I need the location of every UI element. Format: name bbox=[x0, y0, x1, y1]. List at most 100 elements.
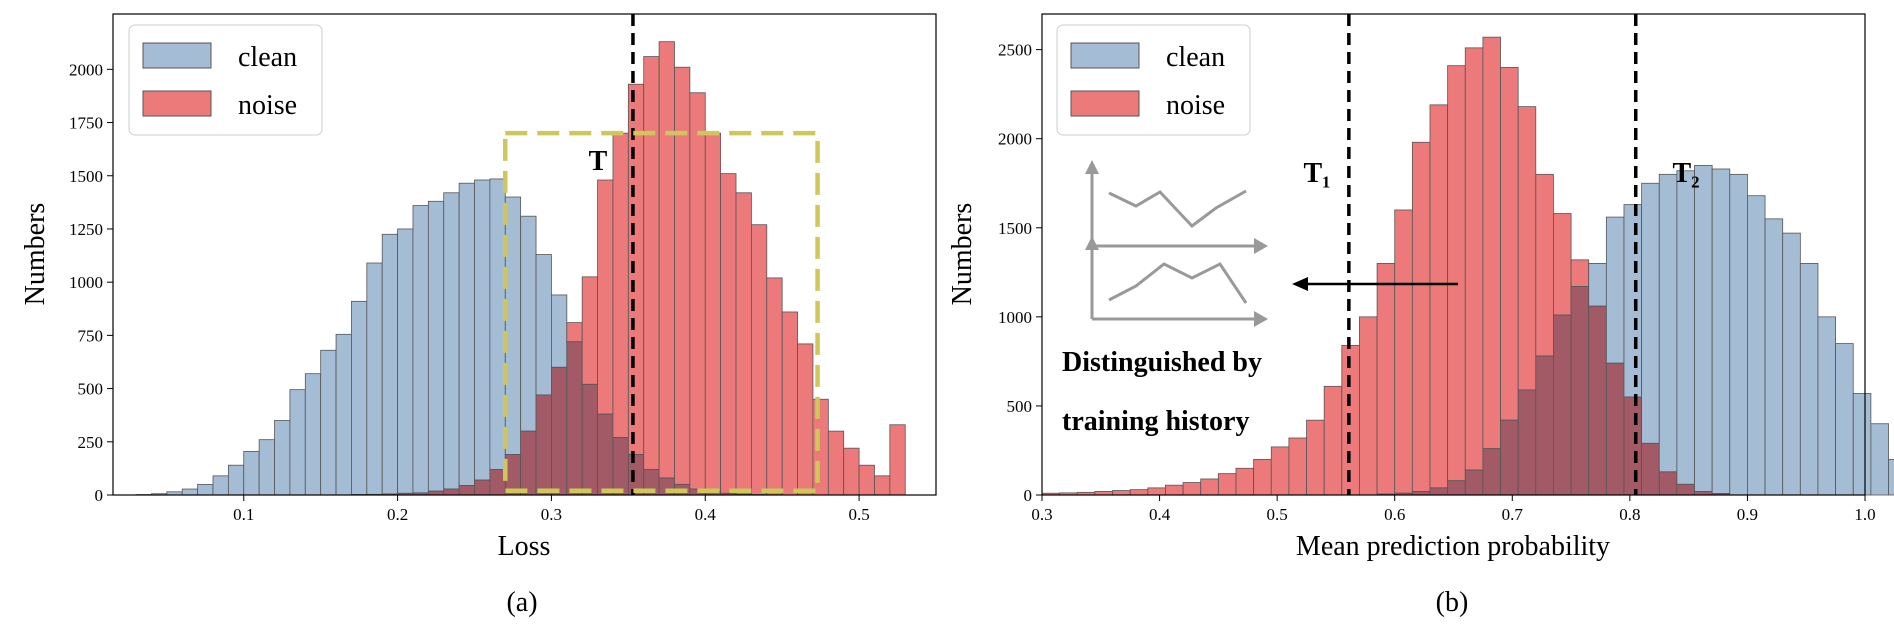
bar-overlap-b-24 bbox=[1464, 469, 1484, 496]
bar-overlap-a-28 bbox=[566, 341, 583, 496]
bar-noise-b-27 bbox=[1517, 106, 1537, 391]
bar-noise-b-15 bbox=[1306, 419, 1325, 496]
bar-overlap-b-23 bbox=[1447, 480, 1466, 496]
bar-noise-b-21 bbox=[1411, 141, 1431, 492]
bar-noise-b-25 bbox=[1482, 36, 1501, 450]
bar-clean-b-41 bbox=[1764, 218, 1784, 496]
bar-clean-a-11 bbox=[304, 373, 322, 496]
bar-clean-a-21 bbox=[458, 182, 475, 486]
bar-clean-a-3 bbox=[181, 488, 199, 496]
y-axis-ticks-a: 0 250 500 750 1000 1250 1500 1750 2000 bbox=[69, 60, 113, 505]
x-axis-label-b: Mean prediction probability bbox=[1296, 531, 1610, 562]
bar-clean-a-9 bbox=[274, 420, 291, 496]
threshold-label-T1: T₁ bbox=[1303, 158, 1330, 189]
x-axis-ticks-a: 0.1 0.2 0.3 0.4 0.5 bbox=[233, 495, 870, 524]
legend-a: clean noise bbox=[128, 24, 323, 136]
bar-noise-a-39 bbox=[735, 192, 752, 495]
y-tick-label: 1000 bbox=[998, 308, 1032, 327]
bar-noise-a-36 bbox=[689, 92, 706, 490]
bar-noise-b-22 bbox=[1429, 104, 1449, 489]
bar-clean-a-4 bbox=[197, 483, 214, 496]
bar-noise-b-8 bbox=[1182, 482, 1202, 496]
bar-clean-a-16 bbox=[381, 233, 398, 495]
bar-clean-a-8 bbox=[258, 439, 275, 496]
bar-noise-a-28 bbox=[566, 322, 583, 343]
bar-clean-a-12 bbox=[320, 349, 337, 496]
x-tick-label: 0.2 bbox=[387, 505, 408, 524]
bar-noise-b-5 bbox=[1129, 489, 1149, 496]
y-tick-label: 2000 bbox=[69, 60, 103, 79]
y-tick-label: 250 bbox=[78, 433, 104, 452]
bar-overlap-a-22 bbox=[474, 479, 491, 496]
y-tick-label: 1500 bbox=[998, 219, 1032, 238]
annotation-line2: training history bbox=[1062, 406, 1249, 437]
bar-overlap-b-29 bbox=[1553, 314, 1572, 496]
bar-noise-b-26 bbox=[1500, 67, 1519, 421]
bar-clean-b-43 bbox=[1799, 263, 1819, 496]
x-tick-label: 0.3 bbox=[541, 505, 562, 524]
bar-clean-b-48 bbox=[1888, 458, 1894, 496]
x-tick-label: 0.8 bbox=[1619, 505, 1640, 524]
legend-label-noise-a: noise bbox=[238, 90, 297, 121]
bar-noise-b-14 bbox=[1288, 437, 1307, 496]
y-tick-label: 1000 bbox=[69, 273, 103, 292]
legend-swatch-clean-b bbox=[1070, 42, 1140, 69]
bar-overlap-b-35 bbox=[1658, 471, 1678, 496]
bar-overlap-b-26 bbox=[1500, 419, 1519, 496]
bar-clean-a-22 bbox=[474, 179, 491, 481]
legend-swatch-noise-b bbox=[1070, 90, 1140, 117]
bar-overlap-a-26 bbox=[535, 394, 552, 496]
bar-noise-a-47 bbox=[858, 464, 875, 496]
y-tick-label: 500 bbox=[1007, 397, 1033, 416]
annotation-line1: Distinguished by bbox=[1062, 347, 1262, 378]
training-history-icon bbox=[1085, 160, 1268, 327]
legend-label-clean-a: clean bbox=[238, 42, 297, 73]
y-tick-label: 1250 bbox=[69, 220, 103, 239]
left-arrow bbox=[1292, 277, 1458, 291]
y-tick-label: 0 bbox=[95, 486, 104, 505]
x-tick-label: 0.1 bbox=[233, 505, 254, 524]
bar-clean-b-44 bbox=[1817, 316, 1837, 496]
y-axis-ticks-b: 0 500 1000 1500 2000 2500 bbox=[998, 41, 1042, 505]
bar-noise-b-24 bbox=[1464, 47, 1484, 471]
bar-noise-a-29 bbox=[581, 276, 598, 385]
bar-noise-b-9 bbox=[1200, 478, 1219, 496]
bar-clean-a-10 bbox=[289, 389, 306, 496]
y-tick-label: 750 bbox=[78, 326, 104, 345]
bar-clean-b-47 bbox=[1870, 423, 1889, 496]
caption-a: (a) bbox=[506, 587, 537, 618]
bar-clean-b-37 bbox=[1694, 165, 1713, 492]
bar-clean-a-24 bbox=[504, 196, 522, 455]
bar-clean-b-32 bbox=[1605, 216, 1625, 364]
bar-clean-a-13 bbox=[335, 333, 352, 496]
bar-clean-a-7 bbox=[243, 450, 260, 496]
y-tick-label: 2000 bbox=[998, 130, 1032, 149]
bar-noise-b-19 bbox=[1376, 263, 1396, 495]
bar-noise-a-31 bbox=[612, 132, 629, 438]
bar-overlap-a-30 bbox=[597, 413, 614, 496]
bar-noise-a-44 bbox=[812, 398, 829, 496]
y-tick-label: 500 bbox=[78, 380, 104, 399]
x-tick-label: 0.5 bbox=[848, 505, 869, 524]
bar-noise-a-46 bbox=[843, 447, 860, 496]
bar-noise-b-4 bbox=[1112, 490, 1131, 496]
bar-overlap-b-22 bbox=[1429, 487, 1449, 496]
bar-clean-b-34 bbox=[1641, 182, 1660, 444]
bar-clean-a-26 bbox=[535, 254, 552, 396]
bar-noise-b-6 bbox=[1147, 487, 1166, 496]
bar-overlap-b-28 bbox=[1535, 355, 1554, 496]
legend-swatch-noise-a bbox=[142, 90, 212, 117]
bar-noise-a-37 bbox=[704, 132, 722, 493]
bar-overlap-b-31 bbox=[1588, 305, 1607, 496]
bar-noise-b-11 bbox=[1235, 467, 1255, 496]
bar-clean-a-14 bbox=[351, 300, 368, 495]
bar-noise-a-40 bbox=[751, 224, 768, 495]
bar-noise-b-20 bbox=[1394, 209, 1413, 494]
caption-b: (b) bbox=[1436, 587, 1469, 618]
bar-noise-b-23 bbox=[1447, 65, 1466, 482]
bar-clean-b-35 bbox=[1658, 173, 1678, 473]
bar-overlap-b-25 bbox=[1482, 448, 1501, 496]
x-tick-label: 0.4 bbox=[1149, 505, 1171, 524]
plot-area-b bbox=[1041, 13, 1866, 496]
